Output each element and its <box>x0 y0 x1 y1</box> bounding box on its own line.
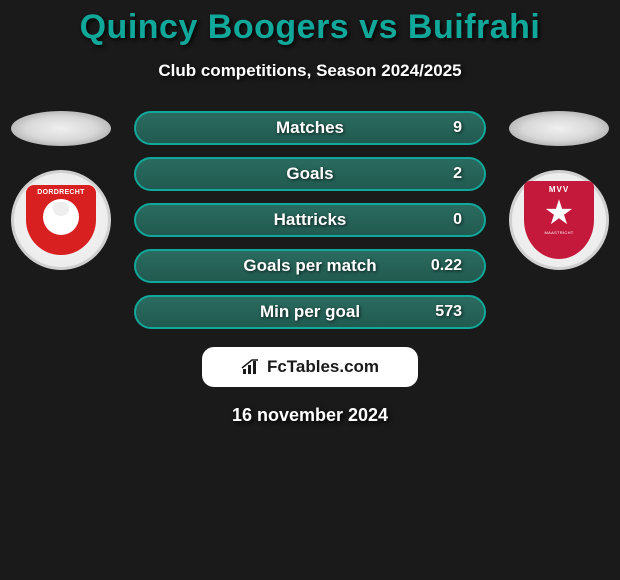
stat-row-goals-per-match: Goals per match 0.22 <box>134 249 486 283</box>
stat-right-value: 9 <box>422 119 462 137</box>
stat-right-value: 2 <box>422 165 462 183</box>
star-icon: ★ <box>544 196 574 230</box>
club-badge-right-label: MVV <box>549 185 569 194</box>
stat-label: Matches <box>276 118 344 138</box>
stat-label: Hattricks <box>274 210 347 230</box>
sheep-icon <box>43 199 79 235</box>
club-badge-left[interactable]: DORDRECHT <box>11 170 111 270</box>
stat-label: Goals per match <box>243 256 376 276</box>
stat-right-value: 0.22 <box>422 257 462 275</box>
brand-label: FcTables.com <box>267 357 379 377</box>
player-left-silhouette <box>11 111 111 146</box>
comparison-card: Quincy Boogers vs Buifrahi Club competit… <box>0 0 620 434</box>
club-badge-right[interactable]: MVV ★ MAASTRICHT <box>509 170 609 270</box>
stat-right-value: 573 <box>422 303 462 321</box>
stat-right-value: 0 <box>422 211 462 229</box>
stat-row-matches: Matches 9 <box>134 111 486 145</box>
club-badge-right-sub: MAASTRICHT <box>545 230 574 235</box>
comparison-area: DORDRECHT Matches 9 Goals 2 Hattricks 0 <box>0 111 620 329</box>
stat-label: Min per goal <box>260 302 360 322</box>
player-right-silhouette <box>509 111 609 146</box>
player-left-column: DORDRECHT <box>6 111 116 270</box>
stat-row-hattricks: Hattricks 0 <box>134 203 486 237</box>
club-badge-left-inner: DORDRECHT <box>26 185 96 255</box>
player-right-column: MVV ★ MAASTRICHT <box>504 111 614 270</box>
stat-label: Goals <box>286 164 333 184</box>
stat-row-min-per-goal: Min per goal 573 <box>134 295 486 329</box>
brand-link[interactable]: FcTables.com <box>202 347 418 387</box>
bar-chart-icon <box>241 359 261 375</box>
stat-row-goals: Goals 2 <box>134 157 486 191</box>
season-subtitle: Club competitions, Season 2024/2025 <box>0 61 620 81</box>
club-badge-right-inner: MVV ★ MAASTRICHT <box>524 181 594 259</box>
page-title: Quincy Boogers vs Buifrahi <box>0 8 620 47</box>
stats-list: Matches 9 Goals 2 Hattricks 0 Goals per … <box>116 111 504 329</box>
comparison-date: 16 november 2024 <box>0 405 620 426</box>
club-badge-left-label: DORDRECHT <box>37 189 84 196</box>
